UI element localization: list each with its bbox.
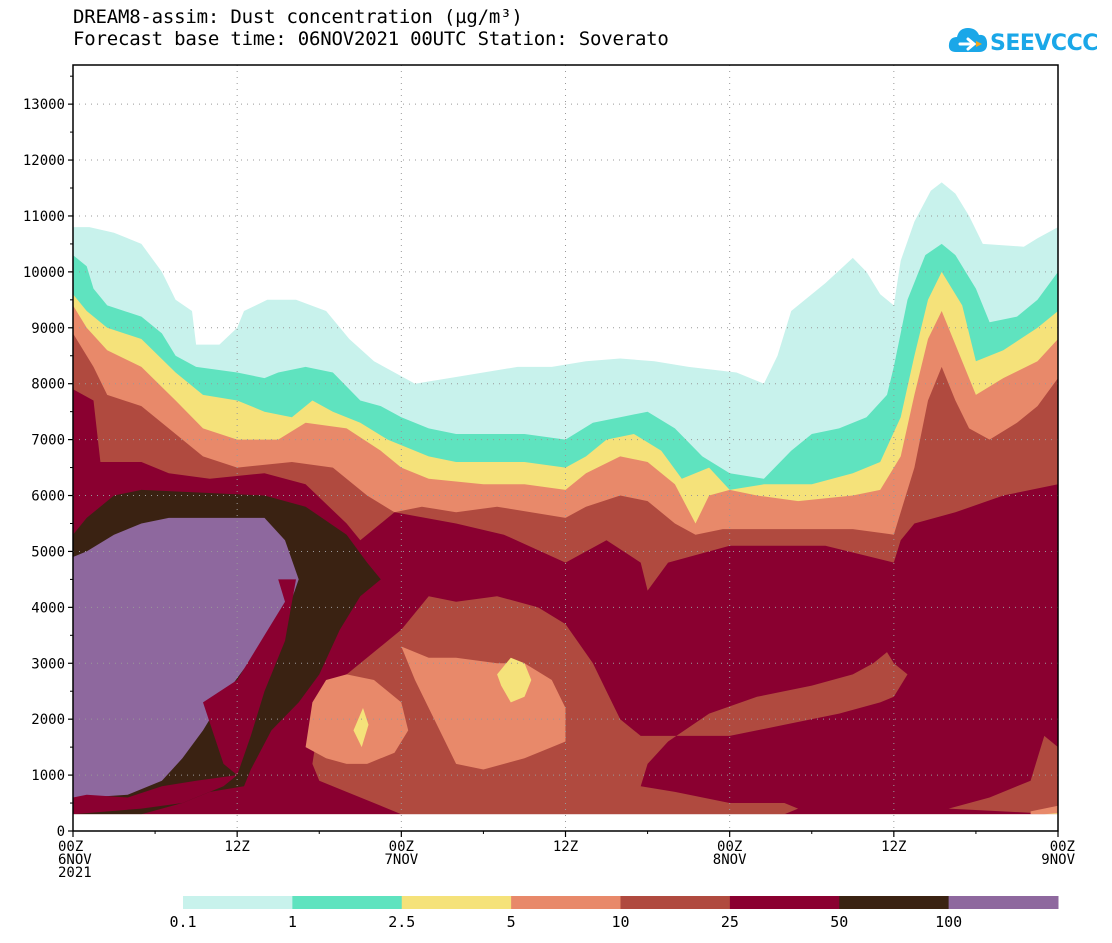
colorbar-label-3: 5 — [507, 913, 516, 931]
y-tick-label-1: 1000 — [31, 768, 65, 784]
y-tick-label-3: 3000 — [31, 656, 65, 672]
cloud-icon — [948, 28, 988, 52]
y-tick-label-4: 4000 — [31, 600, 65, 616]
contour-region-16 — [1044, 813, 1058, 815]
contour-region-8 — [73, 579, 296, 815]
contour-region-7 — [73, 517, 299, 798]
contour-region-13 — [497, 657, 532, 703]
colorbar-label-5: 25 — [721, 913, 739, 931]
gridlines — [73, 65, 1058, 831]
colorbar-label-6: 50 — [830, 913, 848, 931]
chart-subtitle: Forecast base time: 06NOV2021 00UTC Stat… — [73, 28, 669, 50]
contour-region-10 — [305, 674, 409, 764]
y-axis: 0 1000 2000 3000 4000 5000 6000 7000 8000 9000 100… — [23, 75, 73, 840]
x-tick-label-5-0: 12Z — [881, 839, 906, 855]
contour-region-14 — [948, 735, 1058, 815]
contour-regions — [73, 182, 1058, 831]
x-tick-label-0-1: 6NOV — [58, 852, 92, 868]
x-tick-label-6-0: 00Z — [1050, 839, 1075, 855]
colorbar-label-1: 1 — [288, 913, 297, 931]
x-tick-label-2-0: 00Z — [389, 839, 414, 855]
contour-region-15 — [1030, 805, 1058, 815]
x-tick-label-0-2: 2021 — [58, 865, 92, 881]
x-tick-label-1-0: 12Z — [225, 839, 250, 855]
y-tick-label-7: 7000 — [31, 433, 65, 449]
y-tick-label-6: 6000 — [31, 489, 65, 505]
y-tick-label-10: 10000 — [23, 265, 65, 281]
colorbar-swatch-3 — [511, 896, 621, 909]
y-tick-label-12: 12000 — [23, 153, 65, 169]
ground-strip — [73, 814, 1058, 831]
x-tick-label-2-1: 7NOV — [384, 852, 418, 868]
x-tick-label-4-1: 8NOV — [713, 852, 747, 868]
colorbar-label-7: 100 — [935, 913, 962, 931]
y-tick-label-2: 2000 — [31, 712, 65, 728]
colorbar-swatch-4 — [620, 896, 731, 909]
colorbar-swatch-7 — [948, 896, 1059, 909]
colorbar-label-2: 2.5 — [388, 913, 415, 931]
colorbar: 0.1 1 2.5 5 10 25 50 100 — [169, 896, 1059, 931]
colorbar-swatch-5 — [729, 896, 840, 909]
x-tick-label-3-0: 12Z — [553, 839, 578, 855]
y-tick-label-0: 0 — [57, 824, 65, 840]
y-tick-label-5: 5000 — [31, 544, 65, 560]
x-tick-label-6-1: 9NOV — [1041, 852, 1075, 868]
x-tick-label-0-0: 00Z — [58, 839, 83, 855]
colorbar-label-0: 0.1 — [169, 913, 196, 931]
colorbar-swatch-2 — [401, 896, 512, 909]
colorbar-swatch-6 — [839, 896, 950, 909]
y-tick-label-11: 11000 — [23, 209, 65, 225]
x-tick-label-4-0: 00Z — [717, 839, 742, 855]
y-tick-label-9: 9000 — [31, 321, 65, 337]
y-tick-label-8: 8000 — [31, 377, 65, 393]
seevccc-logo: SEEVCCC — [948, 28, 1098, 56]
contour-region-12 — [353, 708, 369, 748]
colorbar-label-4: 10 — [611, 913, 629, 931]
logo-text: SEEVCCC — [990, 31, 1098, 56]
y-tick-label-13: 13000 — [23, 97, 65, 113]
chart-title: DREAM8-assim: Dust concentration (µg/m³) — [73, 6, 523, 28]
colorbar-swatch-1 — [292, 896, 403, 909]
colorbar-swatch-0 — [183, 896, 293, 909]
